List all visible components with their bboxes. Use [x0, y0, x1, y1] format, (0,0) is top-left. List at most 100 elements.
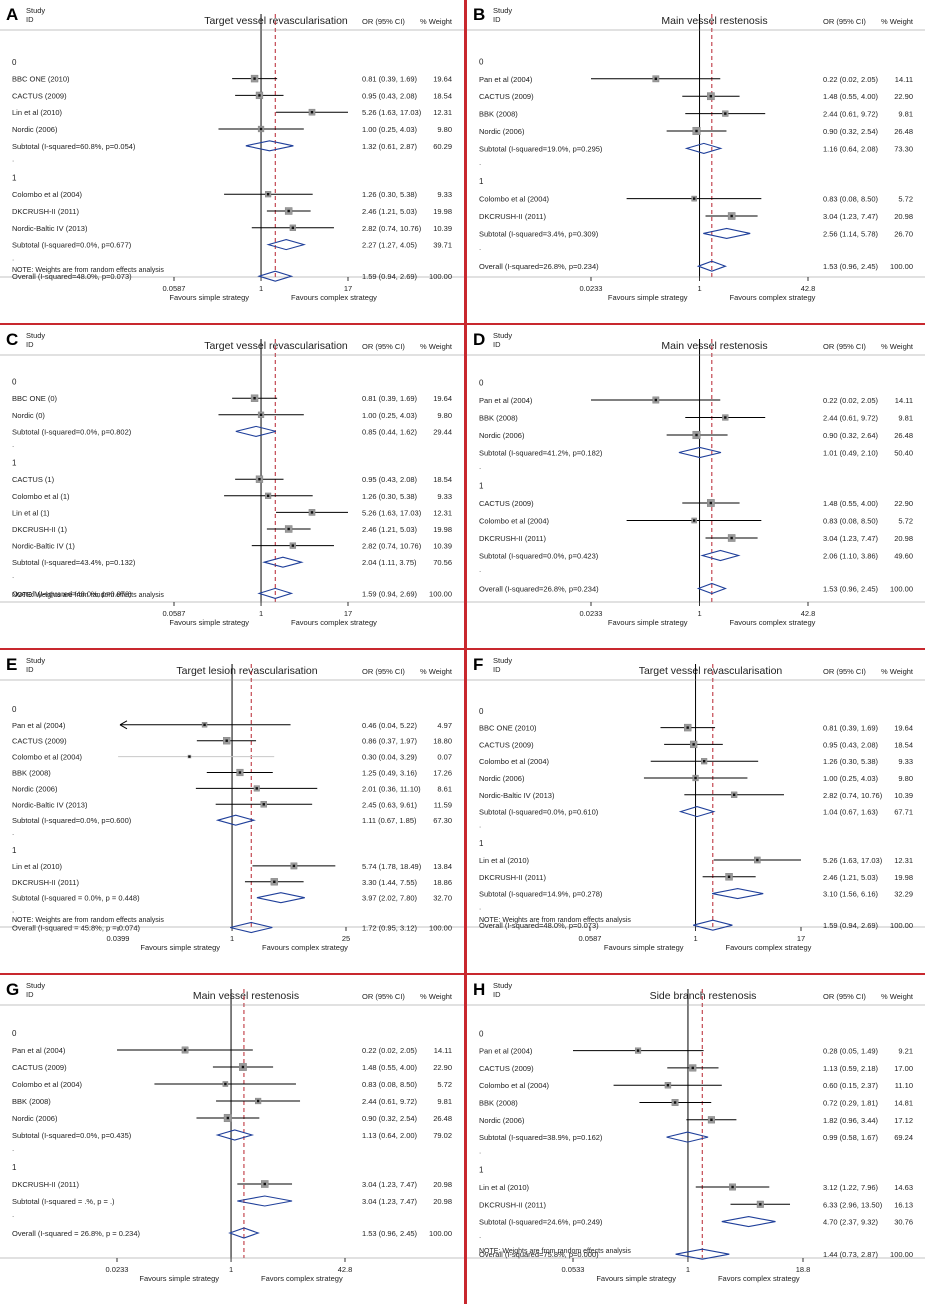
- or-ci-value: 2.46 (1.21, 5.03): [823, 873, 879, 882]
- point-estimate: [691, 1066, 694, 1070]
- axis-tick-label: 0.0399: [107, 934, 130, 943]
- favours-left-label: Favours simple strategy: [169, 618, 249, 627]
- or-ci-value: 0.85 (0.44, 1.62): [362, 427, 418, 436]
- subtotal-label: Subtotal (I-squared=38.9%, p=0.162): [479, 1133, 603, 1142]
- or-ci-value: 1.00 (0.25, 4.03): [362, 125, 418, 134]
- overall-label: Overall (I-squared=48.0%, p=0.073): [479, 921, 599, 930]
- point-estimate: [253, 397, 256, 400]
- favours-left-label: Favours simple strategy: [608, 618, 688, 627]
- or-ci-header: OR (95% CI): [362, 342, 405, 351]
- or-ci-value: 2.44 (0.61, 9.72): [823, 110, 879, 119]
- study-label: DKCRUSH-II (2011): [479, 1200, 546, 1209]
- point-estimate: [258, 478, 261, 481]
- point-estimate: [203, 723, 206, 726]
- panel-g: G Study ID Main vessel restenosis OR (95% CI…: [0, 975, 464, 1304]
- spacer-dot: .: [12, 906, 14, 915]
- favours-left-label: Favours simple strategy: [604, 943, 684, 952]
- study-label: Lin et al (1): [12, 508, 50, 517]
- or-ci-value: 1.48 (0.55, 4.00): [823, 92, 879, 101]
- id-header: ID: [26, 990, 34, 999]
- overall-diamond: [228, 1227, 260, 1239]
- point-estimate: [686, 726, 689, 729]
- weight-value: 20.98: [894, 212, 913, 221]
- panel-divider-1: [0, 323, 925, 325]
- subgroup-label: 0: [479, 379, 484, 388]
- weight-value: 30.76: [894, 1218, 913, 1227]
- axis-tick-label: 17: [344, 609, 352, 618]
- axis-tick-label: 0.0587: [163, 284, 186, 293]
- point-estimate: [731, 1185, 734, 1189]
- weight-value: 20.98: [894, 534, 913, 543]
- or-ci-value: 0.95 (0.43, 2.08): [823, 740, 879, 749]
- study-label: CACTUS (2009): [479, 740, 534, 749]
- subtotal-label: Subtotal (I-squared=43.4%, p=0.132): [12, 558, 136, 567]
- spacer-dot: .: [479, 1231, 481, 1240]
- study-label: DKCRUSH-II (2011): [479, 212, 546, 221]
- or-ci-value: 1.26 (0.30, 5.38): [823, 757, 879, 766]
- or-ci-value: 0.90 (0.32, 2.54): [362, 1114, 418, 1123]
- overall-diamond: [230, 921, 273, 934]
- point-estimate: [695, 129, 698, 133]
- study-label: BBK (2008): [479, 414, 518, 423]
- overall-label: Overall (I-squared=48.0%, p=0.073): [12, 272, 132, 281]
- weight-value: 100.00: [890, 1250, 913, 1259]
- or-ci-value: 1.59 (0.94, 2.69): [823, 921, 879, 930]
- or-ci-value: 1.13 (0.64, 2.00): [362, 1131, 418, 1140]
- study-label: Pan et al (2004): [12, 1046, 66, 1055]
- subgroup-label: 0: [479, 1029, 484, 1038]
- weight-value: 19.98: [894, 873, 913, 882]
- or-ci-value: 1.53 (0.96, 2.45): [823, 262, 879, 271]
- subtotal-label: Subtotal (I-squared=0.0%, p=0.802): [12, 427, 132, 436]
- weight-value: 32.29: [894, 890, 913, 899]
- panel-divider-2: [0, 648, 925, 650]
- or-ci-value: 0.46 (0.04, 5.22): [362, 721, 418, 730]
- point-estimate: [310, 511, 314, 514]
- or-ci-header: OR (95% CI): [823, 17, 866, 26]
- point-estimate: [241, 1065, 245, 1069]
- favours-right-label: Favours complex strategy: [730, 293, 816, 302]
- subtotal-diamond: [266, 239, 306, 251]
- or-ci-value: 2.01 (0.36, 11.10): [362, 784, 421, 793]
- axis-tick-label: 1: [697, 609, 701, 618]
- subgroup-label: 0: [12, 1029, 17, 1038]
- study-label: BBC ONE (2010): [12, 75, 70, 84]
- or-ci-value: 0.83 (0.08, 8.50): [823, 195, 879, 204]
- weight-value: 17.00: [894, 1064, 913, 1073]
- axis-tick-label: 0.0587: [163, 609, 186, 618]
- subtotal-diamond: [711, 888, 764, 900]
- point-estimate: [692, 743, 695, 746]
- axis-tick-label: 1: [229, 1265, 233, 1274]
- point-estimate: [258, 94, 261, 97]
- spacer-dot: .: [12, 155, 14, 164]
- weight-value: 39.71: [433, 241, 452, 250]
- study-label: Nordic-Baltic IV (2013): [12, 800, 88, 809]
- study-label: Nordic (0): [12, 411, 45, 420]
- or-ci-value: 0.99 (0.58, 1.67): [823, 1133, 879, 1142]
- weight-value: 100.00: [429, 924, 452, 933]
- point-estimate: [256, 1099, 260, 1103]
- point-estimate: [695, 433, 698, 437]
- point-estimate: [291, 544, 295, 547]
- or-ci-value: 0.81 (0.39, 1.69): [362, 75, 418, 84]
- point-estimate: [188, 755, 191, 758]
- weight-header: % Weight: [881, 17, 914, 26]
- weight-value: 26.48: [894, 127, 913, 136]
- favours-right-label: Favours complex strategy: [730, 618, 816, 627]
- subgroup-label: 0: [479, 707, 484, 716]
- overall-label: Overall (I-squared=75.8%, p=0.000): [479, 1250, 599, 1259]
- plot-title: Target vessel revascularisation: [639, 665, 783, 677]
- point-estimate: [183, 1048, 187, 1052]
- point-estimate: [291, 226, 295, 229]
- or-ci-header: OR (95% CI): [362, 992, 405, 1001]
- or-ci-value: 1.72 (0.95, 3.12): [362, 924, 418, 933]
- subtotal-diamond: [684, 142, 723, 154]
- weight-value: 13.84: [433, 862, 452, 871]
- subtotal-diamond: [237, 1195, 293, 1207]
- weight-header: % Weight: [420, 667, 453, 676]
- study-header: Study: [26, 6, 45, 15]
- or-ci-value: 1.44 (0.73, 2.87): [823, 1250, 879, 1259]
- id-header: ID: [493, 15, 501, 24]
- or-ci-value: 2.56 (1.14, 5.78): [823, 229, 879, 238]
- or-ci-value: 1.16 (0.64, 2.08): [823, 144, 879, 153]
- panel-letter: G: [6, 980, 19, 999]
